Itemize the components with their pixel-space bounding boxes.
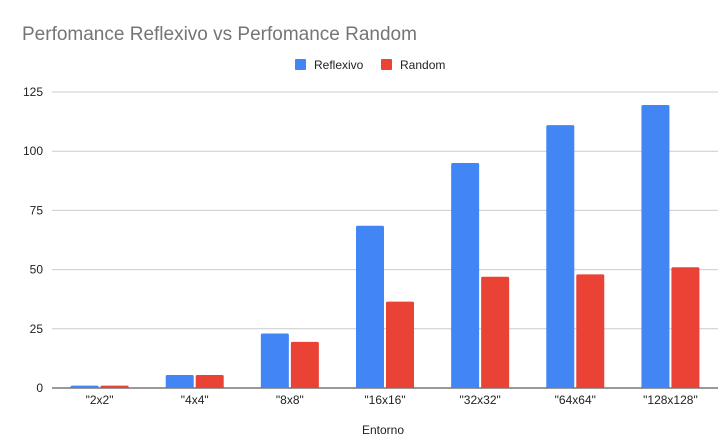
bar-random-0 <box>100 385 129 388</box>
bar-reflexivo-3 <box>356 225 384 388</box>
gridlines <box>52 91 718 389</box>
x-tick-label: "32x32" <box>460 393 501 407</box>
x-axis-title: Entorno <box>362 423 404 437</box>
legend-label-reflexivo: Reflexivo <box>314 58 364 72</box>
bar-reflexivo-4 <box>451 163 480 388</box>
y-tick-label: 0 <box>36 381 43 395</box>
bar-random-1 <box>195 374 224 388</box>
chart-title: Perfomance Reflexivo vs Perfomance Rando… <box>22 24 417 45</box>
bar-random-6 <box>671 267 700 388</box>
bar-random-3 <box>386 301 414 388</box>
legend-swatch-random <box>381 59 392 70</box>
bar-reflexivo-6 <box>641 105 670 389</box>
y-tick-label: 50 <box>30 263 44 277</box>
bar-reflexivo-0 <box>70 385 99 388</box>
bar-reflexivo-5 <box>546 125 575 388</box>
legend-label-random: Random <box>400 58 445 72</box>
legend-swatch-reflexivo <box>295 59 306 70</box>
y-tick-label: 100 <box>23 144 43 158</box>
y-tick-label: 25 <box>30 322 44 336</box>
y-tick-label: 75 <box>30 203 44 217</box>
x-axis-ticks: "2x2" "4x4" "8x8" "16x16" "32x32" "64x64" "128… <box>86 393 698 407</box>
x-tick-label: "8x8" <box>276 393 304 407</box>
bar-random-2 <box>290 341 319 388</box>
bar-random-4 <box>481 276 510 388</box>
x-tick-label: "128x128" <box>643 393 698 407</box>
bar-reflexivo-1 <box>165 374 194 388</box>
bar-random-5 <box>576 274 605 388</box>
legend: Reflexivo Random <box>295 58 445 72</box>
bar-reflexivo-2 <box>260 333 289 388</box>
y-tick-label: 125 <box>23 85 43 99</box>
x-tick-label: "4x4" <box>181 393 209 407</box>
y-axis-ticks: 0 25 50 75 100 125 <box>23 85 43 395</box>
x-tick-label: "16x16" <box>364 393 405 407</box>
x-tick-label: "64x64" <box>555 393 596 407</box>
x-tick-label: "2x2" <box>86 393 114 407</box>
bars <box>70 105 700 389</box>
